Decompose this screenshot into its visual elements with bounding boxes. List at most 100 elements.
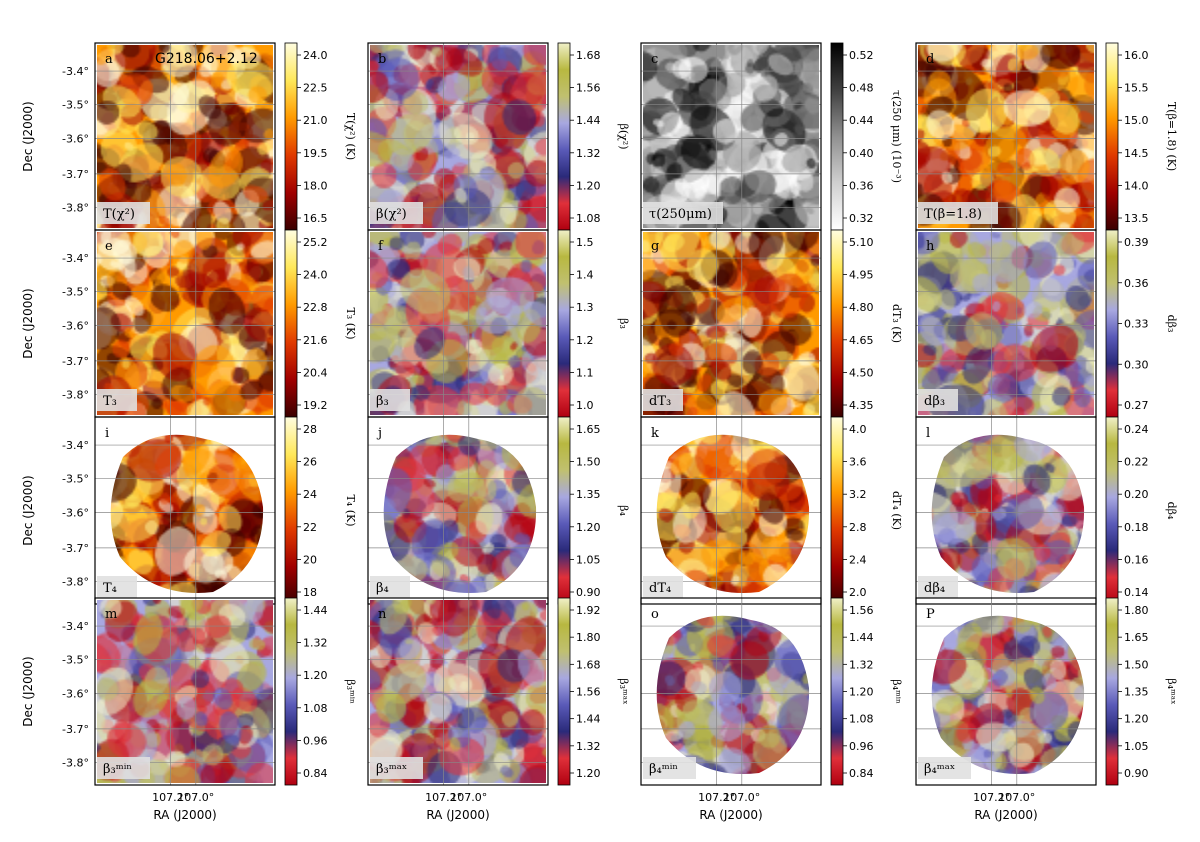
- panel-letter: j: [376, 426, 382, 441]
- colorbar-label: τ(250 μm) (10⁻³): [890, 90, 903, 183]
- colorbar-tick-label: 1.92: [576, 604, 601, 617]
- colorbar-tick-label: 19.5: [303, 147, 328, 160]
- colorbar-n: [557, 597, 571, 786]
- panel-n: n β₃ᵐᵃˣ 1.92 1.80 1.68 1.56 1.44 1.32 1.20 β₃ᵐᵃˣ 1…: [367, 597, 630, 822]
- ra-tick-label: 107.0°: [450, 791, 487, 804]
- colorbar-label: β₄ᵐⁱⁿ: [890, 679, 903, 704]
- panel-tag-box: [918, 389, 958, 411]
- colorbar-tick-label: 1.05: [1124, 740, 1149, 753]
- colorbar-tick-label: 0.39: [1124, 236, 1149, 249]
- panel-letter: n: [378, 607, 387, 622]
- colorbar-tick-label: 1.32: [576, 740, 601, 753]
- panel-h: h dβ₃ 0.39 0.36 0.33 0.30 0.27 dβ₃: [915, 229, 1178, 418]
- colorbar-o: [830, 597, 844, 786]
- dec-tick-label: -3.7°: [62, 542, 89, 555]
- panel-b: b β(χ²) 1.68 1.56 1.44 1.32 1.20 1.08 β(χ²): [367, 42, 630, 231]
- colorbar-tick-label: 1.50: [1124, 658, 1149, 671]
- panel-m: m β₃ᵐⁱⁿ 1.44 1.32 1.20 1.08 0.96 0.84 β₃ᵐⁱⁿ -3.4°…: [21, 597, 357, 822]
- panel-frame: [640, 416, 822, 605]
- colorbar-tick-label: 5.10: [849, 236, 874, 249]
- dec-tick-label: -3.4°: [62, 65, 89, 78]
- colorbar-label: β₃: [617, 318, 630, 329]
- colorbar-tick-label: 4.95: [849, 269, 874, 282]
- panel-j: j β₄ 1.65 1.50 1.35 1.20 1.05 0.90 β₄: [367, 416, 630, 605]
- dec-axis-label: Dec (J2000): [21, 656, 35, 726]
- colorbar-tick-label: 1.44: [576, 713, 601, 726]
- panel-o: o β₄ᵐⁱⁿ 1.56 1.44 1.32 1.20 1.08 0.96 0.84 β₄ᵐⁱⁿ 1…: [640, 597, 903, 822]
- colorbar-tick-label: 1.32: [849, 658, 874, 671]
- dec-tick-label: -3.5°: [62, 473, 89, 486]
- colorbar-l: [1105, 416, 1119, 605]
- colorbar-tick-label: 19.2: [303, 399, 328, 412]
- panel-letter: a: [105, 52, 113, 67]
- ra-axis-label: RA (J2000): [153, 808, 216, 822]
- panel-letter: c: [651, 52, 658, 67]
- colorbar-b: [557, 42, 571, 231]
- panel-tag: T(χ²): [103, 207, 135, 222]
- colorbar-tick-label: 1.44: [576, 114, 601, 127]
- colorbar-tick-label: 14.5: [1124, 147, 1149, 160]
- dec-axis-label: Dec (J2000): [21, 475, 35, 545]
- colorbar-tick-label: 1.50: [576, 456, 601, 469]
- ra-tick-label: 107.0°: [723, 791, 760, 804]
- dec-tick-label: -3.4°: [62, 439, 89, 452]
- colorbar-tick-label: 0.16: [1124, 553, 1149, 566]
- panel-tag: β₃ᵐᵃˣ: [376, 762, 407, 777]
- colorbar-tick-label: 14.0: [1124, 179, 1149, 192]
- panel-letter: l: [926, 426, 930, 441]
- panel-e: e T₃ 25.2 24.0 22.8 21.6 20.4 19.2 T₃ (K) -3.4° -3…: [21, 229, 357, 418]
- colorbar-tick-label: 1.08: [303, 702, 328, 715]
- panel-tag-box: [643, 202, 723, 224]
- panel-tag: T(β=1.8): [924, 207, 982, 222]
- colorbar-tick-label: 0.96: [849, 740, 874, 753]
- colorbar-j: [557, 416, 571, 605]
- colorbar-tick-label: 1.32: [303, 637, 328, 650]
- colorbar-tick-label: 2.0: [849, 586, 867, 599]
- colorbar-tick-label: 0.48: [849, 82, 874, 95]
- colorbar-tick-label: 1.20: [576, 521, 601, 534]
- dec-tick-label: -3.8°: [62, 576, 89, 589]
- colorbar-tick-label: 25.2: [303, 236, 328, 249]
- colorbar-tick-label: 1.44: [849, 631, 874, 644]
- colorbar-tick-label: 1.65: [576, 423, 601, 436]
- dec-tick-label: -3.5°: [62, 654, 89, 667]
- panel-tag: β₄ᵐᵃˣ: [924, 762, 955, 777]
- colorbar-tick-label: 0.52: [849, 49, 874, 62]
- colorbar-label: β₃ᵐⁱⁿ: [344, 679, 357, 704]
- colorbar-tick-label: 4.80: [849, 301, 874, 314]
- map-i: [110, 434, 264, 593]
- colorbar-tick-label: 0.90: [1124, 767, 1149, 780]
- map-l: [931, 434, 1085, 593]
- colorbar-tick-label: 0.20: [1124, 488, 1149, 501]
- panel-d: d T(β=1.8) 16.0 15.5 15.0 14.5 14.0 13.5 T(β=1.8…: [915, 42, 1178, 231]
- colorbar-label: β₃ᵐᵃˣ: [617, 678, 630, 705]
- colorbar-tick-label: 24.0: [303, 49, 328, 62]
- panel-letter: h: [926, 239, 935, 254]
- colorbar-tick-label: 1.08: [849, 713, 874, 726]
- panel-tag: β₄: [376, 581, 389, 596]
- colorbar-tick-label: 1.05: [576, 553, 601, 566]
- colorbar-tick-label: 0.22: [1124, 456, 1149, 469]
- map-a: [97, 45, 273, 228]
- colorbar-tick-label: 3.6: [849, 456, 867, 469]
- colorbar-tick-label: 20: [303, 553, 317, 566]
- panel-frame: [367, 597, 549, 786]
- colorbar-tick-label: 0.32: [849, 212, 874, 225]
- colorbar-tick-label: 1.80: [576, 631, 601, 644]
- panel-letter: g: [651, 239, 659, 254]
- colorbar-tick-label: 28: [303, 423, 317, 436]
- panel-letter: i: [105, 426, 109, 441]
- ra-axis-label: RA (J2000): [699, 808, 762, 822]
- colorbar-tick-label: 4.65: [849, 334, 874, 347]
- colorbar-tick-label: 20.4: [303, 366, 328, 379]
- panel-tag-box: [643, 576, 683, 598]
- dec-tick-label: -3.5°: [62, 99, 89, 112]
- panel-letter: f: [378, 239, 384, 254]
- colorbar-tick-label: 0.18: [1124, 521, 1149, 534]
- panel-letter: k: [651, 426, 659, 441]
- colorbar-tick-label: 0.44: [849, 114, 874, 127]
- dec-tick-label: -3.7°: [62, 355, 89, 368]
- colorbar-m: [284, 597, 298, 786]
- colorbar-tick-label: 2.8: [849, 521, 867, 534]
- dec-tick-label: -3.7°: [62, 168, 89, 181]
